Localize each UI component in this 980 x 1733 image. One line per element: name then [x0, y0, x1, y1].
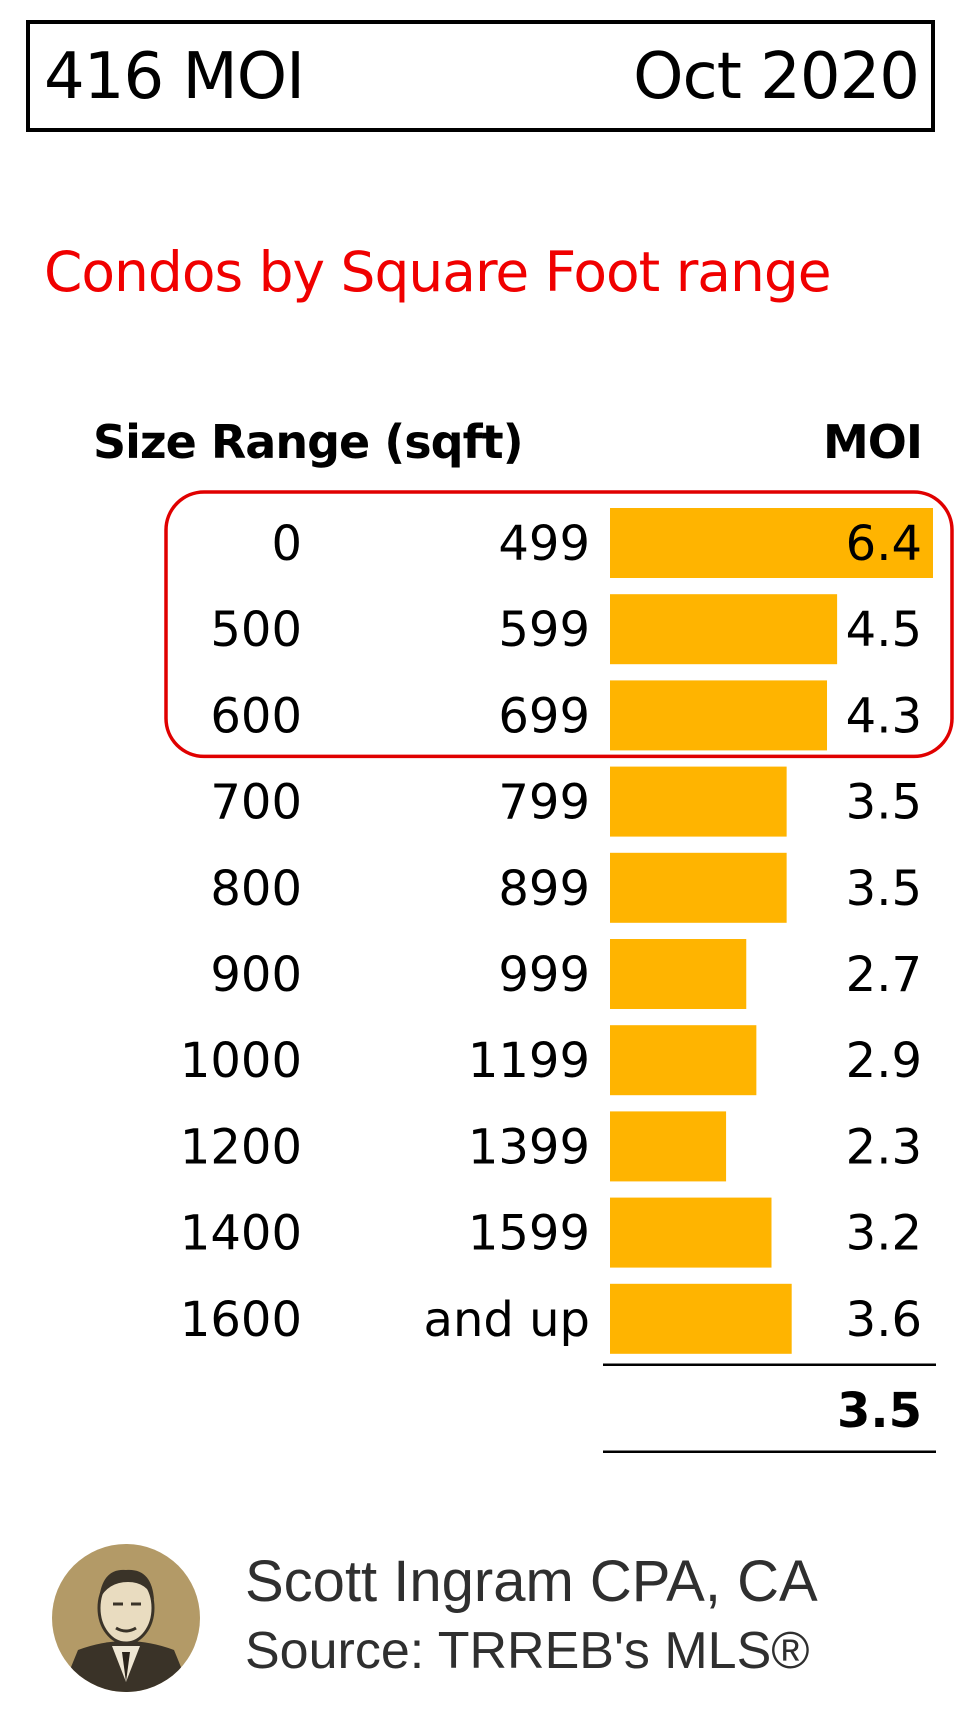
header-title: 416 MOI [44, 40, 305, 114]
range-to-label: 699 [498, 688, 590, 744]
range-from-label: 500 [210, 602, 302, 658]
moi-bar [610, 1025, 757, 1096]
range-to-label: and up [424, 1292, 590, 1348]
total-moi-value: 3.5 [837, 1383, 922, 1439]
author-photo [52, 1544, 200, 1692]
range-to-label: 599 [498, 602, 590, 658]
range-from-label: 700 [210, 775, 302, 831]
moi-value-label: 2.7 [846, 947, 922, 1003]
header-box: 416 MOI Oct 2020 [26, 20, 935, 132]
moi-value-label: 3.5 [846, 775, 922, 831]
range-to-label: 1599 [468, 1206, 590, 1262]
moi-value-label: 3.5 [846, 861, 922, 917]
moi-bar [610, 1283, 792, 1354]
moi-bar [610, 680, 828, 751]
range-to-label: 1399 [468, 1119, 590, 1175]
range-from-label: 1200 [180, 1119, 302, 1175]
moi-value-label: 3.2 [846, 1206, 922, 1262]
moi-value-label: 4.3 [846, 688, 922, 744]
range-from-label: 0 [271, 516, 302, 572]
range-from-label: 800 [210, 861, 302, 917]
range-to-label: 899 [498, 861, 590, 917]
moi-value-label: 2.9 [846, 1033, 922, 1089]
moi-value-label: 2.3 [846, 1119, 922, 1175]
range-from-label: 600 [210, 688, 302, 744]
range-from-label: 1600 [180, 1292, 302, 1348]
moi-bar [610, 594, 838, 665]
moi-bar [610, 766, 787, 837]
moi-bar [610, 1197, 772, 1268]
range-to-label: 799 [498, 775, 590, 831]
range-to-label: 499 [498, 516, 590, 572]
moi-bar [610, 1111, 727, 1182]
moi-value-label: 3.6 [846, 1292, 922, 1348]
moi-value-label: 4.5 [846, 602, 922, 658]
footer-source: Source: TRREB's MLS® [245, 1622, 810, 1680]
chart-subtitle: Condos by Square Foot range [44, 240, 832, 304]
range-from-label: 1400 [180, 1206, 302, 1262]
range-to-label: 999 [498, 947, 590, 1003]
range-from-label: 900 [210, 947, 302, 1003]
moi-bar [610, 508, 933, 578]
highlight-outline [164, 490, 954, 759]
column-header-size-range: Size Range (sqft) [93, 415, 524, 469]
moi-bar [610, 852, 787, 923]
footer-author: Scott Ingram CPA, CA [245, 1549, 818, 1614]
moi-value-label: 6.4 [846, 516, 922, 572]
moi-bar [610, 939, 747, 1009]
range-from-label: 1000 [180, 1033, 302, 1089]
column-header-moi: MOI [823, 415, 923, 469]
header-date: Oct 2020 [633, 40, 920, 114]
range-to-label: 1199 [468, 1033, 590, 1089]
